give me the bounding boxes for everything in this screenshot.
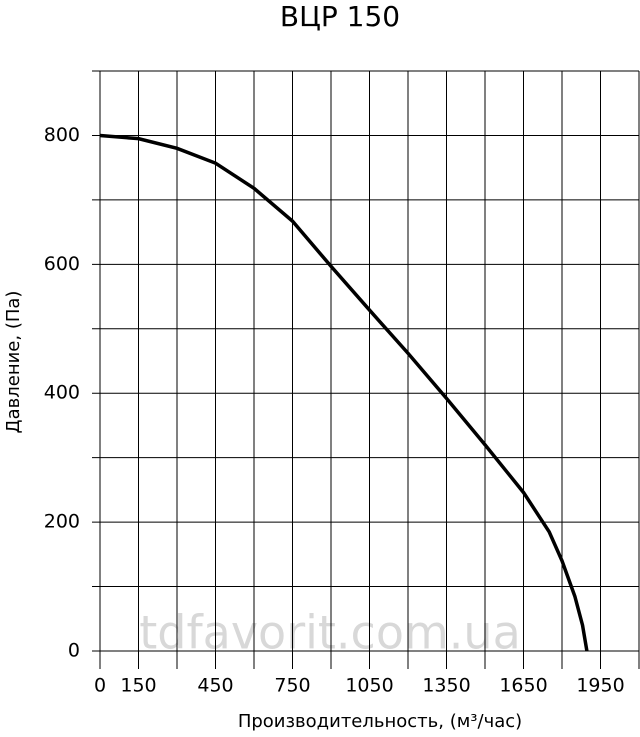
y-axis-label: Давление, (Па): [3, 291, 24, 434]
x-tick-label: 1350: [422, 675, 470, 697]
x-axis-label: Производительность, (м³/час): [238, 711, 522, 732]
x-tick-label: 1050: [345, 675, 393, 697]
chart-title: ВЦР 150: [280, 0, 400, 33]
x-tick-label: 0: [94, 675, 106, 697]
y-tick-label: 200: [44, 511, 80, 533]
line-series: [99, 133, 589, 652]
y-tick-label: 800: [44, 124, 80, 146]
y-tick-label: 400: [44, 382, 80, 404]
x-tick-label: 1650: [499, 675, 547, 697]
x-tick-label: 450: [197, 675, 233, 697]
x-tick-label: 150: [120, 675, 156, 697]
x-tick-label: 1950: [576, 675, 624, 697]
y-tick-label: 0: [68, 640, 80, 662]
y-tick-label: 600: [44, 253, 80, 275]
x-tick-label: 750: [274, 675, 310, 697]
